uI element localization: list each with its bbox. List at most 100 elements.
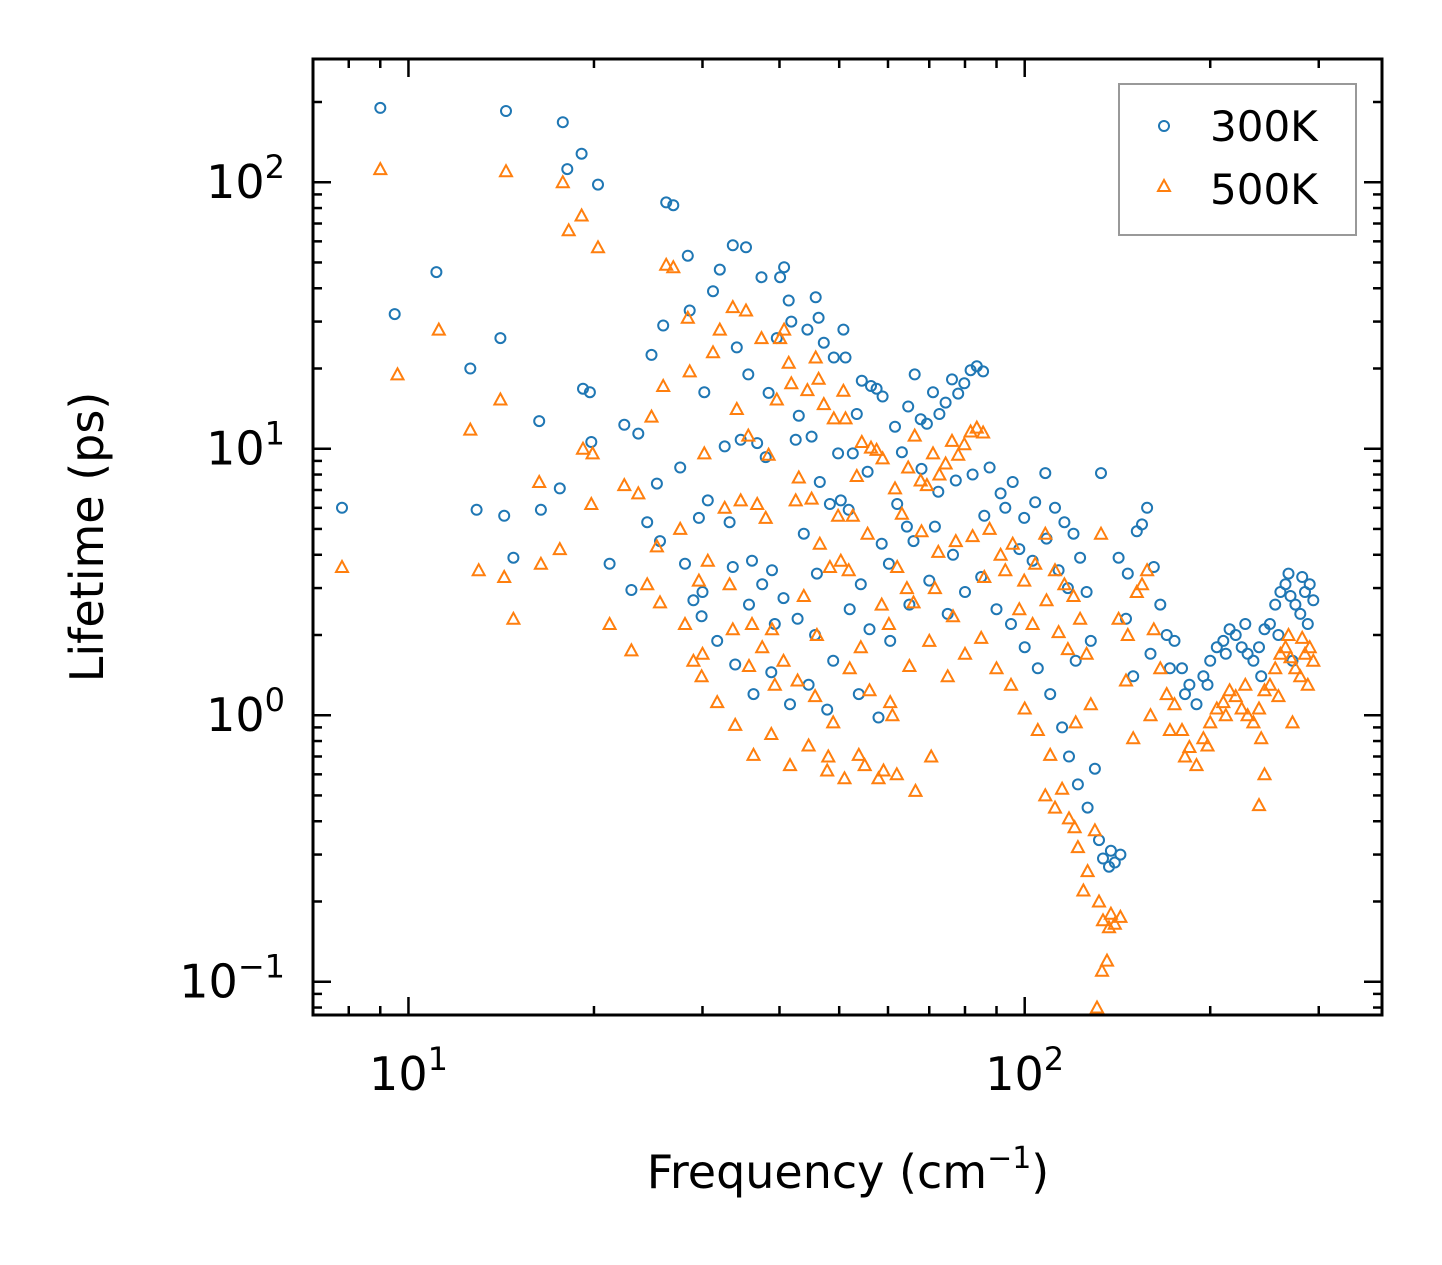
point-300k-82: [889, 420, 901, 433]
point-500k-167: [807, 688, 823, 703]
point-300k-117: [1097, 852, 1109, 865]
point-500k-128: [1159, 686, 1175, 701]
point-300k-183: [923, 574, 936, 587]
point-300k-202: [1163, 662, 1176, 675]
point-500k-168: [825, 714, 841, 729]
point-500k-51: [753, 330, 770, 345]
point-300k-104: [994, 487, 1007, 500]
point-500k-62: [796, 587, 812, 602]
point-500k-31: [672, 520, 688, 535]
point-300k-125: [1141, 501, 1154, 514]
point-500k-59: [783, 375, 799, 390]
point-500k-165: [727, 716, 743, 731]
y-tick-label-3: 102: [206, 148, 285, 209]
point-500k-98: [899, 580, 915, 595]
point-300k-181: [884, 634, 897, 647]
point-500k-67: [816, 396, 832, 411]
point-500k-138: [1228, 688, 1244, 703]
data-points: [334, 101, 1321, 1014]
point-300k-72: [839, 351, 852, 364]
point-300k-100: [932, 485, 945, 498]
point-500k-193: [1061, 810, 1077, 825]
y-tick-label-2: 101: [206, 415, 285, 476]
point-300k-198: [1114, 848, 1127, 861]
y-tick-label-1: 100: [206, 681, 285, 742]
point-500k-89: [931, 466, 948, 481]
point-500k-210: [1300, 676, 1316, 691]
legend-marker-300k: [1158, 120, 1170, 132]
point-500k-83: [894, 505, 910, 520]
point-500k-110: [1056, 576, 1073, 591]
point-500k-108: [1037, 525, 1053, 540]
point-300k-105: [1006, 476, 1019, 488]
point-500k-116: [1091, 893, 1107, 908]
point-500k-233: [1075, 882, 1092, 897]
point-500k-236: [820, 748, 836, 763]
point-500k-191: [1042, 746, 1058, 761]
point-500k-203: [1177, 748, 1193, 763]
point-500k-76: [854, 433, 870, 448]
point-300k-47: [740, 241, 752, 254]
point-300k-190: [1031, 662, 1044, 675]
point-500k-148: [1282, 649, 1299, 664]
point-500k-97: [889, 558, 905, 573]
point-500k-2: [389, 366, 406, 381]
point-500k-160: [819, 762, 835, 777]
point-500k-38: [696, 445, 712, 460]
point-500k-164: [745, 746, 762, 761]
point-300k-59: [785, 315, 798, 328]
point-500k-139: [1234, 700, 1250, 715]
point-300k-214: [978, 509, 991, 522]
point-500k-109: [1047, 562, 1063, 577]
point-500k-90: [937, 455, 954, 470]
point-300k-114: [1084, 634, 1097, 647]
point-500k-37: [694, 645, 711, 660]
point-300k-188: [1005, 618, 1017, 630]
point-300k-162: [784, 698, 796, 711]
point-500k-223: [907, 782, 924, 797]
point-300k-5: [470, 503, 483, 516]
point-300k-51: [755, 271, 768, 284]
point-300k-26: [650, 477, 663, 490]
point-300k-112: [1074, 551, 1087, 564]
point-300k-119: [1108, 856, 1121, 869]
legend-label-500k: 500K: [1210, 165, 1319, 214]
point-500k-13: [555, 174, 571, 189]
point-500k-140: [1239, 707, 1256, 722]
point-500k-228: [1094, 962, 1110, 977]
point-300k-179: [843, 603, 856, 616]
point-500k-196: [1079, 863, 1096, 878]
point-500k-166: [789, 672, 806, 687]
point-300k-92: [952, 387, 965, 400]
point-500k-104: [992, 546, 1009, 561]
point-500k-93: [956, 436, 972, 451]
point-300k-111: [1067, 527, 1080, 540]
point-500k-214: [976, 568, 992, 583]
point-300k-194: [1071, 778, 1084, 791]
point-300k-1: [374, 101, 387, 114]
point-500k-170: [870, 770, 887, 785]
point-300k-70: [832, 447, 845, 460]
point-300k-23: [632, 427, 645, 440]
point-300k-76: [855, 374, 868, 387]
point-300k-97: [891, 498, 904, 510]
point-300k-205: [1219, 647, 1232, 660]
point-300k-120: [1095, 467, 1107, 480]
point-500k-195: [1068, 714, 1084, 729]
point-300k-131: [1183, 678, 1196, 691]
point-500k-72: [837, 410, 854, 425]
point-500k-215: [997, 562, 1013, 577]
point-500k-130: [1174, 721, 1190, 736]
point-500k-6: [492, 391, 509, 406]
point-500k-70: [830, 507, 846, 522]
point-300k-153: [1307, 594, 1320, 607]
point-300k-182: [903, 598, 916, 611]
point-500k-171: [741, 657, 757, 672]
point-500k-134: [1202, 714, 1218, 729]
point-300k-62: [797, 527, 810, 540]
point-300k-156: [813, 476, 826, 488]
point-300k-195: [1069, 654, 1082, 667]
point-300k-45: [730, 341, 743, 354]
point-500k-25: [643, 408, 660, 423]
point-300k-2: [388, 308, 401, 321]
